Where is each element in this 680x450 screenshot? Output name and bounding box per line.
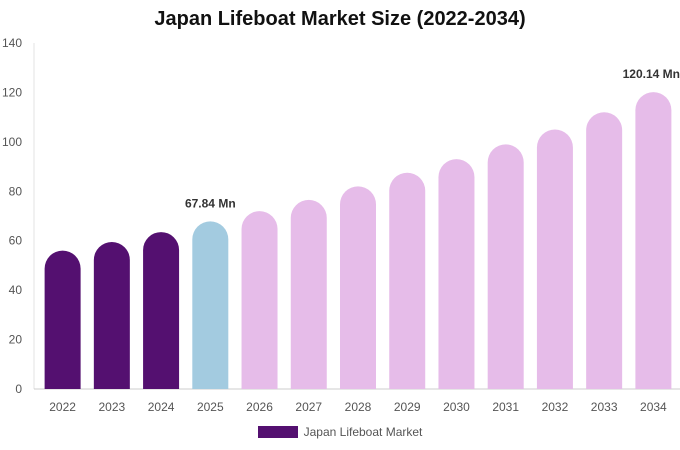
x-tick-label-2027: 2027 [295,400,322,414]
x-tick-label-2023: 2023 [98,400,125,414]
x-tick-label-2033: 2033 [591,400,618,414]
bar-2025 [192,221,229,389]
bar-2027 [290,199,327,389]
bar-2023 [93,241,130,389]
data-label-2025: 67.84 Mn [185,196,236,210]
bar-2034 [635,92,672,389]
y-tick-label: 80 [9,184,23,198]
x-tick-label-2024: 2024 [148,400,175,414]
bar-2033 [586,112,623,389]
bar-2031 [487,144,524,389]
y-tick-label: 100 [2,135,22,149]
bar-chart: 0 20 40 60 80 100 120 140 2022 2023 2024 2025 2026 20… [2,36,680,414]
x-tick-label-2028: 2028 [345,400,372,414]
x-tick-label-2032: 2032 [542,400,569,414]
bar-2026 [241,211,278,389]
bar-2029 [389,172,426,389]
y-tick-label: 40 [9,283,23,297]
bar-2032 [536,129,573,389]
bar-2024 [143,232,180,389]
y-tick-label: 60 [9,234,23,248]
x-tick-label-2034: 2034 [640,400,667,414]
x-tick-label-2022: 2022 [49,400,76,414]
x-tick-label-2031: 2031 [492,400,519,414]
legend-swatch [257,426,298,438]
bar-2022 [44,250,81,389]
bar-2028 [340,186,376,389]
y-tick-label: 0 [15,382,22,396]
legend-label: Japan Lifeboat Market [303,425,423,439]
y-tick-label: 140 [2,36,22,50]
legend: Japan Lifeboat Market [0,425,680,439]
x-tick-label-2025: 2025 [197,400,224,414]
x-tick-label-2030: 2030 [443,400,470,414]
x-tick-label-2029: 2029 [394,400,421,414]
bar-2030 [438,159,475,389]
y-tick-label: 20 [9,333,23,347]
data-label-2034: 120.14 Mn [623,67,680,81]
y-tick-label: 120 [2,85,22,99]
chart-title: Japan Lifeboat Market Size (2022-2034) [154,8,526,30]
x-tick-label-2026: 2026 [246,400,273,414]
